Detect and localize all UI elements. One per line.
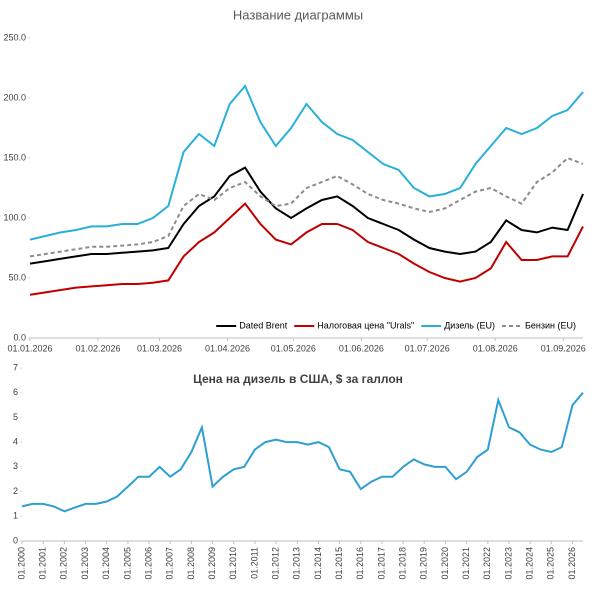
- chart-title: Название диаграммы: [233, 7, 363, 22]
- x-tick-label: 01.2003: [80, 547, 90, 580]
- y-tick-label: 250.0: [3, 32, 26, 42]
- line-series: [29, 166, 584, 265]
- x-tick-label: 01.2005: [122, 547, 132, 580]
- y-tick-label: 3: [13, 461, 18, 471]
- x-tick-label: 01.2018: [398, 547, 408, 580]
- line-series: [29, 202, 584, 296]
- y-tick-label: 6: [13, 387, 18, 397]
- y-tick-label: 50.0: [8, 272, 26, 282]
- x-tick-label: 01.09.2026: [541, 343, 586, 353]
- x-tick-label: 01.2026: [567, 547, 577, 580]
- legend-label: Dated Brent: [239, 320, 288, 330]
- y-tick-label: 150.0: [3, 152, 26, 162]
- line-series: [29, 156, 584, 258]
- x-tick-label: 01.02.2026: [76, 343, 121, 353]
- x-tick-label: 01.05.2026: [271, 343, 316, 353]
- y-tick-label: 2: [13, 486, 18, 496]
- x-tick-label: 01.2024: [525, 547, 535, 580]
- x-tick-label: 01.2009: [207, 547, 217, 580]
- y-tick-label: 7: [13, 362, 18, 372]
- x-tick-label: 01.03.2026: [137, 343, 182, 353]
- chart-title: Цена на дизель в США, $ за галлон: [193, 372, 403, 386]
- legend-label: Налоговая цена "Urals": [317, 320, 414, 330]
- y-tick-label: 5: [13, 412, 18, 422]
- x-tick-label: 01.2016: [355, 547, 365, 580]
- x-tick-label: 01.2006: [143, 547, 153, 580]
- line-series: [29, 84, 584, 241]
- x-tick-label: 01.2022: [482, 547, 492, 580]
- x-tick-label: 01.2025: [546, 547, 556, 580]
- x-tick-label: 01.2020: [440, 547, 450, 580]
- x-tick-label: 01.2002: [59, 547, 69, 580]
- line-series: [21, 392, 584, 513]
- y-tick-label: 100.0: [3, 212, 26, 222]
- x-tick-label: 01.2019: [419, 547, 429, 580]
- y-tick-label: 0: [13, 535, 18, 545]
- x-tick-label: 01.06.2026: [339, 343, 384, 353]
- x-tick-label: 01.2023: [503, 547, 513, 580]
- x-tick-label: 01.2011: [249, 547, 259, 579]
- x-tick-label: 01.2001: [38, 547, 48, 580]
- x-tick-label: 01.2021: [461, 547, 471, 580]
- x-tick-label: 01.07.2026: [405, 343, 450, 353]
- x-tick-label: 01.2013: [292, 547, 302, 580]
- x-tick-label: 01.2017: [376, 547, 386, 580]
- x-tick-label: 01.2007: [165, 547, 175, 580]
- legend-label: Бензин (EU): [525, 320, 576, 330]
- x-tick-label: 01.2000: [16, 547, 26, 580]
- x-tick-label: 01.2014: [313, 547, 323, 580]
- x-tick-label: 01.2010: [228, 547, 238, 580]
- legend-label: Дизель (EU): [444, 320, 495, 330]
- x-tick-label: 01.08.2026: [473, 343, 518, 353]
- x-tick-label: 01.04.2026: [205, 343, 250, 353]
- x-tick-label: 01.2008: [186, 547, 196, 580]
- x-tick-label: 01.2015: [334, 547, 344, 580]
- y-tick-label: 200.0: [3, 92, 26, 102]
- y-tick-label: 1: [13, 511, 18, 521]
- x-tick-label: 01.2012: [270, 547, 280, 580]
- x-tick-label: 01.2004: [101, 547, 111, 580]
- x-tick-label: 01.01.2026: [7, 343, 52, 353]
- y-tick-label: 0.0: [13, 332, 26, 342]
- y-tick-label: 4: [13, 437, 18, 447]
